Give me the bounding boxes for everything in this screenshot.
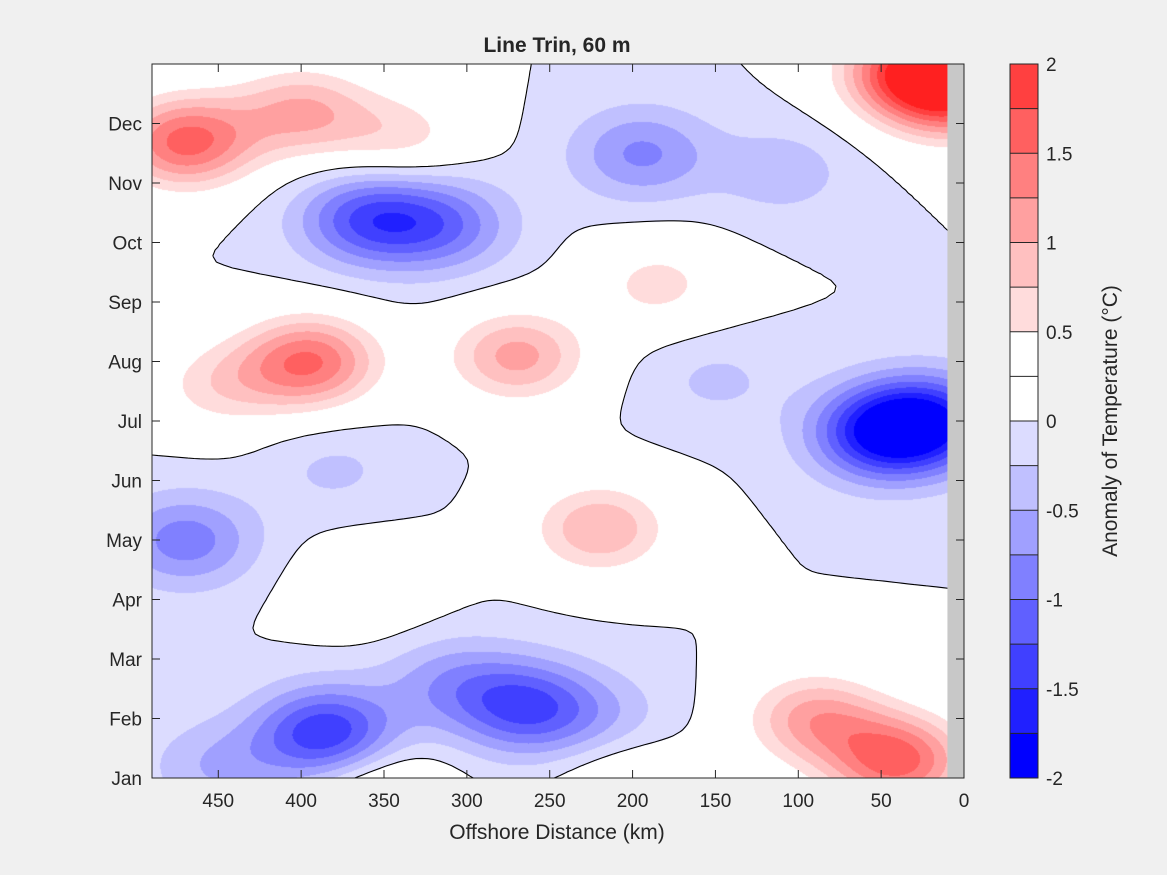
colorbar-band — [1010, 465, 1038, 511]
colorbar-tick-label: -1 — [1046, 591, 1063, 612]
x-tick-label: 250 — [534, 791, 566, 812]
colorbar-band — [1010, 108, 1038, 154]
zero-contour-lines — [151, 63, 965, 779]
colorbar-tick-label: 0.5 — [1046, 323, 1072, 344]
colorbar-band — [1010, 64, 1038, 109]
anomaly-heatmap — [152, 64, 964, 778]
y-axis-ticks: Jan Feb Mar Apr May Jun Jul Aug Sep Oct Nov Dec — [106, 115, 964, 790]
x-axis-ticks: 450 400 350 300 250 200 150 100 50 0 — [202, 64, 969, 812]
colorbar-band — [1010, 331, 1038, 377]
plot-area — [151, 63, 965, 779]
colorbar — [1010, 64, 1038, 778]
colorbar-ticks: 2 1.5 1 0.5 0 -0.5 -1 -1.5 -2 — [1046, 55, 1079, 790]
x-tick-label: 450 — [202, 791, 234, 812]
y-tick-label: Jun — [111, 472, 142, 493]
y-tick-label: May — [106, 531, 142, 552]
zero-contour — [151, 63, 965, 779]
x-tick-label: 200 — [617, 791, 649, 812]
colorbar-band — [1010, 153, 1038, 198]
colorbar-band — [1010, 287, 1038, 332]
y-tick-label: Jul — [118, 412, 142, 433]
colorbar-band — [1010, 644, 1038, 689]
colorbar-band — [1010, 242, 1038, 288]
x-tick-label: 100 — [782, 791, 814, 812]
x-tick-label: 350 — [368, 791, 400, 812]
y-tick-label: Aug — [108, 353, 142, 374]
colorbar-box — [1009, 63, 1039, 779]
colorbar-tick-label: -0.5 — [1046, 501, 1079, 522]
colorbar-tick-label: 1 — [1046, 234, 1057, 255]
colorbar-band — [1010, 197, 1038, 243]
y-tick-label: Apr — [112, 591, 142, 612]
y-tick-label: Feb — [109, 710, 142, 731]
colorbar-tick-label: 0 — [1046, 412, 1057, 433]
colorbar-band — [1010, 554, 1038, 600]
chart-title: Line Trin, 60 m — [483, 34, 630, 57]
colorbar-tick-label: -1.5 — [1046, 680, 1079, 701]
colorbar-tick-label: 2 — [1046, 55, 1057, 76]
y-tick-label: Mar — [109, 650, 142, 671]
x-tick-label: 0 — [959, 791, 970, 812]
y-tick-label: Sep — [108, 293, 142, 314]
colorbar-tick-label: -2 — [1046, 769, 1063, 790]
colorbar-band — [1010, 510, 1038, 555]
x-tick-label: 400 — [285, 791, 317, 812]
x-axis-label: Offshore Distance (km) — [449, 821, 665, 844]
y-tick-label: Nov — [108, 174, 142, 195]
colorbar-band — [1010, 376, 1038, 421]
x-tick-label: 300 — [451, 791, 483, 812]
colorbar-band — [1010, 688, 1038, 734]
y-tick-label: Oct — [112, 234, 142, 255]
colorbar-label: Anomaly of Temperature (°C) — [1099, 285, 1122, 557]
y-tick-label: Dec — [108, 115, 142, 136]
x-tick-label: 50 — [871, 791, 892, 812]
y-tick-label: Jan — [111, 769, 142, 790]
colorbar-band — [1010, 599, 1038, 645]
x-tick-label: 150 — [700, 791, 732, 812]
colorbar-band — [1010, 421, 1038, 466]
colorbar-tick-label: 1.5 — [1046, 144, 1072, 165]
colorbar-band — [1010, 733, 1038, 778]
